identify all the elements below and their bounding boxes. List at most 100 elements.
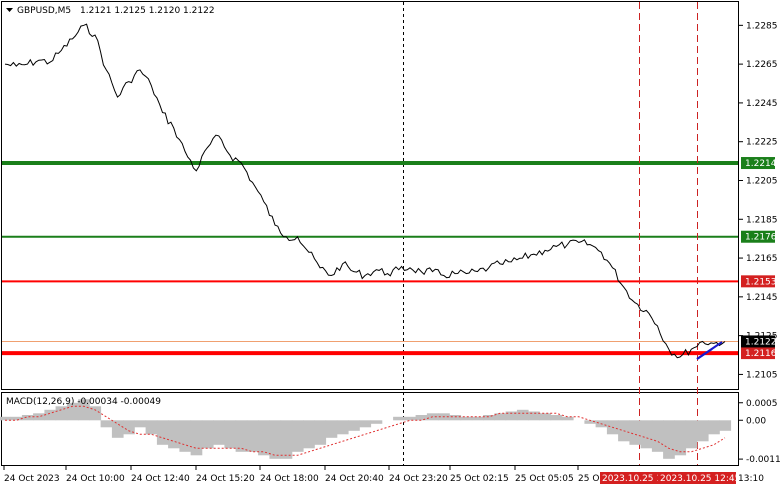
- level-price-badge: [741, 275, 775, 288]
- macd-histogram-bar: [348, 420, 360, 431]
- macd-histogram-bar: [696, 420, 709, 442]
- level-price-label: 1.2116: [745, 349, 777, 359]
- macd-histogram-bar: [708, 420, 720, 435]
- macd-histogram-bar: [235, 420, 248, 452]
- price-tick-label: 1.2245: [746, 99, 778, 109]
- macd-histogram-bar: [246, 420, 259, 452]
- time-marker-label: 2023.10.25 12:45: [660, 474, 740, 484]
- time-tick-label: 24 Oct 20:40: [325, 474, 384, 484]
- level-price-badge: [741, 230, 775, 243]
- macd-histogram-bar: [111, 420, 124, 438]
- level-price-label: 1.2214: [745, 159, 777, 169]
- macd-histogram-bar: [629, 420, 642, 445]
- macd-histogram-bar: [201, 420, 214, 449]
- macd-histogram-bar: [213, 420, 225, 445]
- price-series: [4, 23, 726, 359]
- price-tick-label: 1.2265: [746, 60, 778, 70]
- macd-histogram-bar: [393, 416, 405, 421]
- time-end-label: 13:10: [738, 474, 764, 484]
- macd-histogram-bar: [303, 420, 315, 449]
- macd-histogram-bar: [584, 420, 597, 424]
- macd-histogram-bar: [483, 415, 495, 421]
- macd-tick-label: -0.00111: [746, 455, 781, 465]
- vertical-markers: [639, 2, 698, 465]
- macd-histogram-bar: [325, 420, 338, 438]
- macd-histogram-bar: [168, 420, 180, 449]
- level-price-badge: [741, 157, 775, 170]
- macd-histogram-bar: [460, 416, 473, 421]
- level-lines: [2, 161, 738, 356]
- price-tick-label: 1.2225: [746, 138, 778, 148]
- macd-tick-label: 0.0005: [746, 399, 778, 409]
- macd-histogram-bar: [258, 420, 270, 456]
- macd-histogram-bar: [505, 411, 518, 421]
- macd-histogram-bar: [719, 420, 732, 431]
- macd-histogram-bar: [145, 420, 158, 435]
- trend-arrow: [696, 341, 723, 360]
- current-price-label: 1.2122: [745, 337, 777, 347]
- macd-histogram-bar: [55, 406, 68, 421]
- level-price-badge: [741, 347, 775, 360]
- macd-histogram-bar: [21, 415, 34, 421]
- macd-histogram-bar: [561, 416, 574, 421]
- price-panel[interactable]: [1, 1, 739, 390]
- macd-histogram-bar: [224, 420, 237, 449]
- symbol-dropdown-icon[interactable]: [6, 8, 13, 12]
- macd-tick-label: 0.00: [746, 416, 766, 426]
- macd-histogram-bar: [269, 420, 282, 459]
- price-tick-label: 1.2145: [746, 293, 778, 303]
- ohlc-quote: 1.2121 1.2125 1.2120 1.2122: [80, 6, 215, 16]
- macd-histogram-bar: [156, 420, 169, 445]
- macd-histogram-bar: [33, 413, 45, 421]
- macd-histogram-bar: [370, 420, 383, 424]
- time-tick-label: 25 Oct 02:15: [450, 474, 509, 484]
- level-price-label: 1.2176: [745, 233, 777, 243]
- macd-histogram-bar: [651, 420, 664, 452]
- macd-histogram-bar: [471, 416, 484, 421]
- time-tick-label: 24 Oct 2023: [4, 474, 60, 484]
- macd-histogram-bar: [449, 415, 462, 421]
- macd-histogram-bar: [674, 420, 687, 456]
- macd-histogram-bar: [336, 420, 349, 435]
- time-tick-label: 24 Oct 12:40: [131, 474, 190, 484]
- macd-histogram-bar: [134, 420, 147, 428]
- macd-histogram-bar: [179, 420, 192, 452]
- macd-histogram-bar: [123, 420, 135, 435]
- time-tick-label: 24 Oct 23:20: [389, 474, 448, 484]
- macd-histogram-bar: [685, 420, 698, 449]
- macd-histogram-bar: [89, 406, 102, 421]
- current-price-badge: [741, 335, 775, 348]
- macd-histogram-bar: [640, 420, 653, 449]
- time-tick-label: 25 Oct 05:05: [515, 474, 574, 484]
- time-marker-badge: [600, 472, 658, 484]
- macd-histogram-bar: [314, 420, 327, 445]
- time-marker-label: 2023.10.25 1: [602, 474, 662, 484]
- macd-histogram-bar: [78, 399, 90, 421]
- level-price-label: 1.2153: [745, 277, 777, 287]
- price-tick-label: 1.2105: [746, 370, 778, 380]
- macd-histogram-bar: [359, 420, 372, 428]
- time-axis: 24 Oct 2023 24 Oct 10:00 24 Oct 12:40 24 Oc…: [3, 466, 764, 484]
- macd-histogram-bar: [415, 415, 428, 421]
- macd-histogram-bar: [44, 409, 57, 421]
- macd-histogram-bar: [550, 415, 563, 421]
- time-tick-label: 24 Oct 10:00: [66, 474, 125, 484]
- macd-series: 0.0005 0.00 -0.00111: [0, 399, 781, 465]
- macd-histogram-bar: [528, 411, 540, 421]
- time-marker-badge: [658, 472, 736, 484]
- macd-histogram-bar: [404, 416, 417, 421]
- time-tick-label: 24 Oct 15:20: [196, 474, 255, 484]
- time-tick-label: 24 Oct 18:00: [260, 474, 319, 484]
- trend-arrow-line: [696, 348, 713, 360]
- price-axis: 1.2285 1.2265 1.2245 1.2225 1.2205 1.2185 1.21…: [739, 21, 778, 380]
- macd-histogram-bar: [100, 420, 113, 428]
- macd-histogram-bar: [539, 413, 552, 421]
- price-tick-label: 1.2165: [746, 254, 778, 264]
- macd-signal-line: [5, 405, 726, 456]
- price-line: [4, 23, 726, 359]
- macd-histogram-bar: [190, 420, 203, 456]
- macd-indicator-label: MACD(12,26,9) -0.00034 -0.00049: [6, 397, 161, 407]
- macd-histogram-bar: [516, 409, 529, 421]
- macd-histogram-bar: [0, 416, 12, 421]
